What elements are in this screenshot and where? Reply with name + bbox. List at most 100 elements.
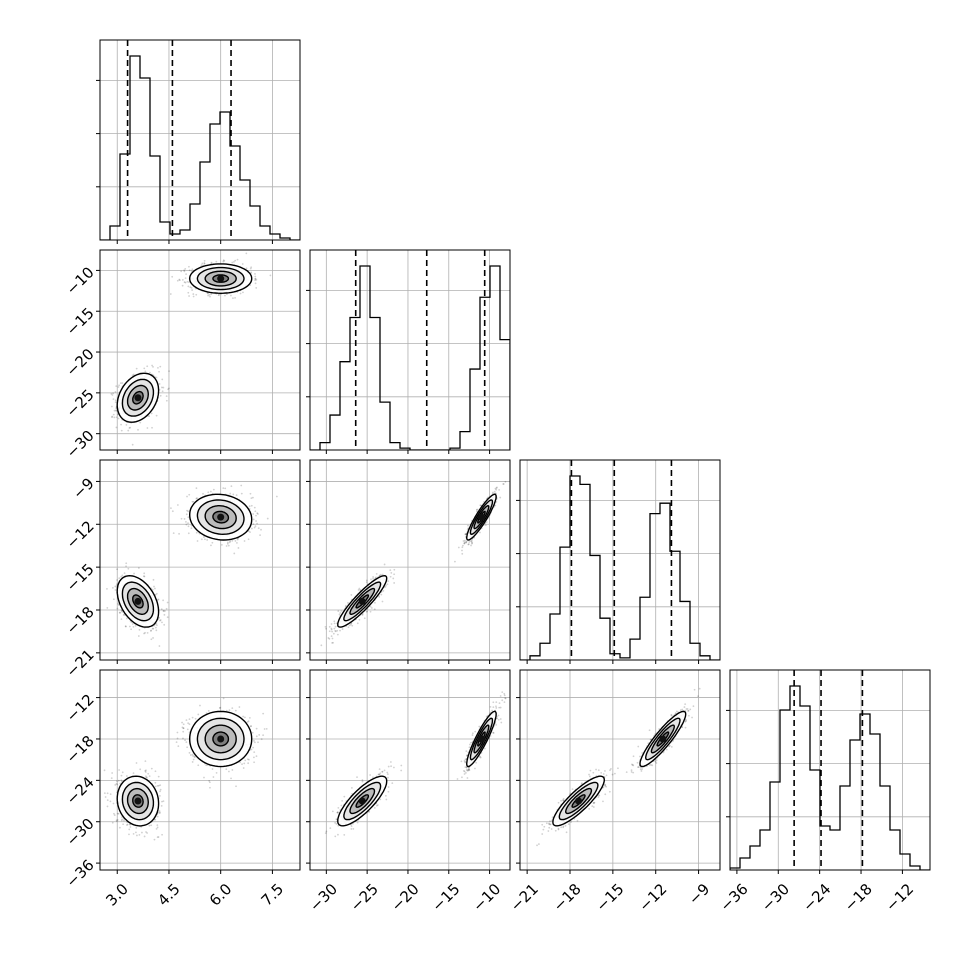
sample-point [381,573,384,576]
sample-point [110,393,113,395]
sample-point [248,505,251,508]
sample-point [155,629,158,632]
scatter-layer [106,484,278,647]
sample-point [255,287,258,289]
sample-point [178,532,180,535]
sample-point [226,542,229,545]
sample-point [210,262,213,265]
sample-point [163,623,166,626]
sample-point [166,616,169,619]
sample-point [190,524,193,527]
sample-point [341,628,344,630]
sample-point [160,386,163,389]
sample-point [234,540,237,542]
sample-point [331,642,334,644]
sample-point [336,629,339,632]
sample-point [393,573,396,576]
sample-point [144,771,147,773]
sample-point [347,626,350,629]
sample-point [106,588,108,590]
sample-point [393,582,396,584]
sample-point [203,262,206,265]
sample-point [463,539,466,542]
sample-point [137,635,140,637]
sample-point [165,399,168,402]
sample-point [139,768,142,771]
sample-point [125,775,128,777]
sample-point [330,623,333,625]
sample-point [136,834,138,837]
sample-point [217,294,220,297]
sample-point [163,613,166,616]
sample-point [168,370,170,373]
sample-point [255,278,258,281]
sample-point [185,520,187,523]
sample-point [225,545,228,547]
sample-point [183,270,186,273]
sample-point [327,637,330,639]
sample-point [190,527,193,530]
sample-point [116,607,119,610]
panel-frame [99,39,301,241]
sample-point [147,772,150,775]
panel-frame [99,249,301,451]
sample-point [357,589,360,591]
sample-point [494,504,497,507]
sample-point [155,414,158,417]
sample-point [351,624,354,627]
sample-point [252,513,255,515]
sample-point [158,383,161,385]
sample-point [253,506,256,509]
sample-point [330,635,333,638]
sample-point [254,525,257,528]
sample-point [192,293,195,295]
sample-point [187,525,190,528]
histogram-step [310,265,510,450]
sample-point [188,265,190,268]
sample-point [499,496,502,499]
sample-point [156,624,158,627]
sample-point [235,494,238,496]
sample-point [222,260,225,263]
sample-point [131,374,134,377]
sample-point [383,563,386,566]
scatter-layer [320,480,507,647]
sample-point [116,413,119,416]
sample-point [191,268,194,271]
sample-point [361,614,364,616]
sample-point [254,277,257,280]
sample-point [95,406,97,408]
sample-point [389,569,392,572]
sample-point [470,544,472,547]
sample-point [132,772,135,775]
sample-point [328,625,331,628]
y-tick-label: −15 [63,560,98,595]
sample-point [161,621,163,624]
sample-point [160,804,163,807]
y-tick-label: −20 [63,345,98,380]
sample-point [104,796,107,798]
sample-point [220,543,223,546]
sample-point [152,627,155,630]
sample-point [331,630,334,633]
sample-point [109,800,112,803]
sample-point [462,544,464,547]
sample-point [181,278,184,281]
sample-point [109,793,112,796]
sample-point [266,517,269,520]
sample-point [154,626,157,629]
sample-point [340,610,343,612]
sample-point [184,281,187,284]
sample-point [158,810,161,812]
sample-point [366,610,369,613]
sample-point [111,772,114,774]
sample-point [126,823,129,826]
sample-point [155,827,158,830]
density-peak [134,597,142,605]
sample-point [334,625,337,628]
sample-point [392,577,395,580]
sample-point [207,294,210,297]
density-peak [217,275,225,283]
sample-point [117,779,120,782]
sample-point [212,488,215,491]
